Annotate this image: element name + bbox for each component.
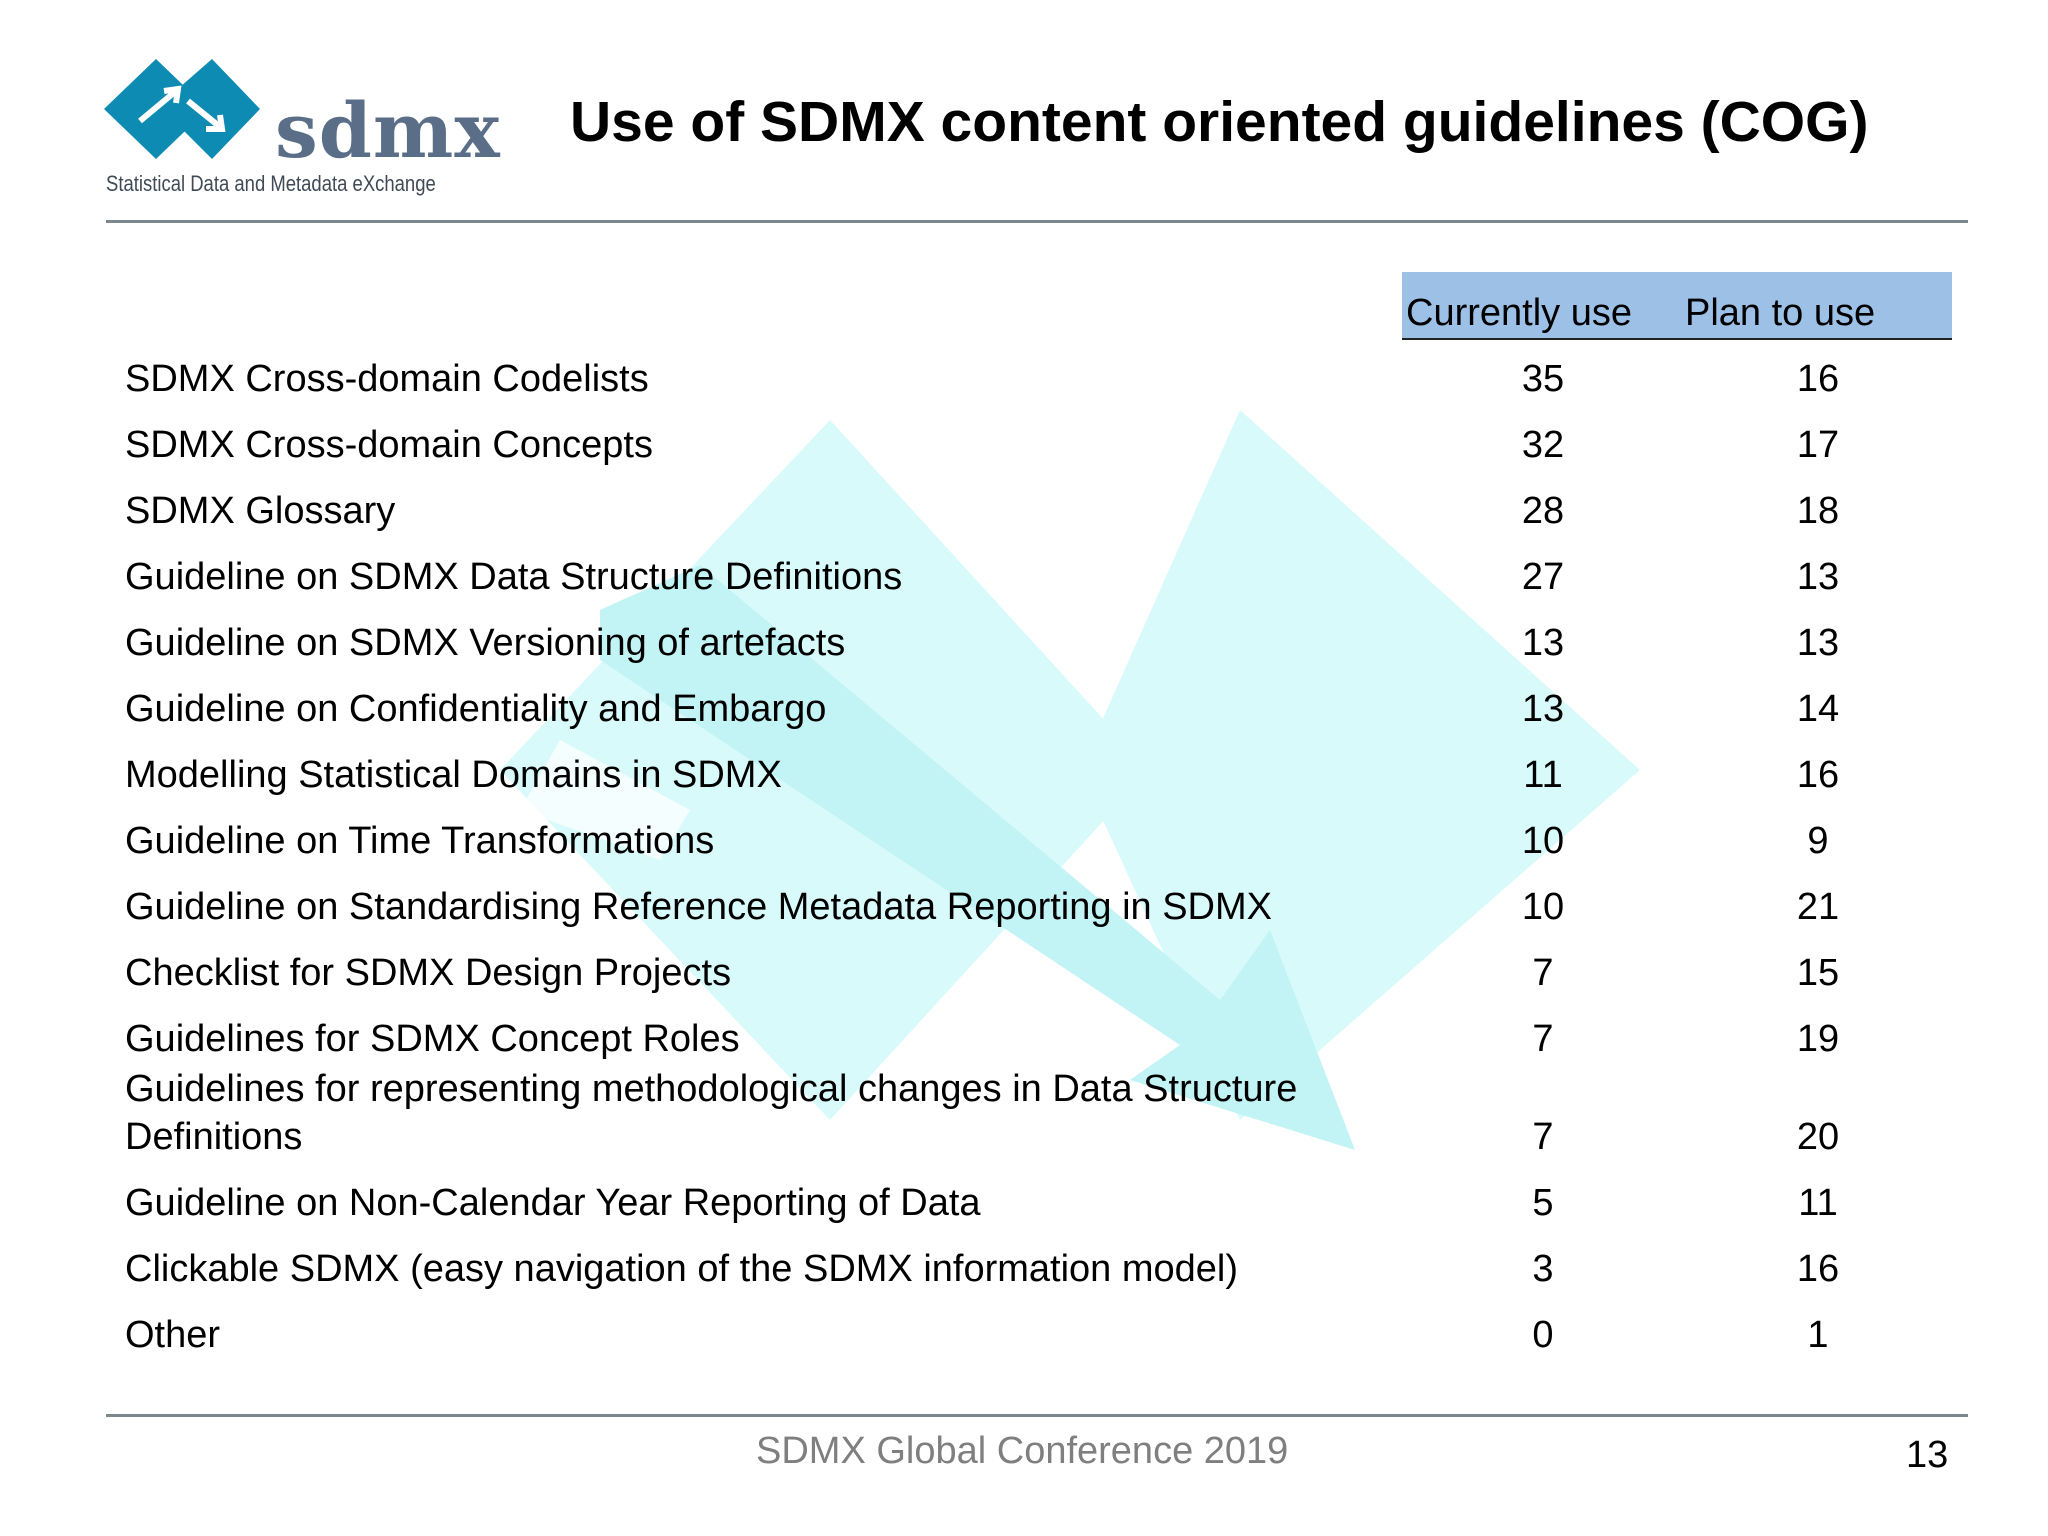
table-row: Guideline on SDMX Data Structure Definit…: [125, 553, 1975, 601]
plan-to-use-value: 17: [1796, 424, 1840, 466]
row-label: Guideline on Standardising Reference Met…: [125, 886, 1272, 928]
table-row: Guideline on Non-Calendar Year Reporting…: [125, 1179, 1975, 1227]
row-label: SDMX Cross-domain Codelists: [125, 358, 649, 400]
row-label-line-1: Guidelines for representing methodologic…: [125, 1068, 1298, 1110]
column-header-currently-use: Currently use: [1406, 292, 1632, 334]
currently-use-value: 35: [1521, 358, 1565, 400]
table-row: Checklist for SDMX Design Projects 7 15: [125, 949, 1975, 997]
plan-to-use-value: 16: [1796, 1248, 1840, 1290]
plan-to-use-value: 19: [1796, 1018, 1840, 1060]
row-label: Guideline on SDMX Data Structure Definit…: [125, 556, 903, 598]
plan-to-use-value: 14: [1796, 688, 1840, 730]
plan-to-use-value: 1: [1807, 1314, 1829, 1356]
footer-conference: SDMX Global Conference 2019: [756, 1430, 1289, 1472]
currently-use-value: 32: [1521, 424, 1565, 466]
table-row: Modelling Statistical Domains in SDMX 11…: [125, 751, 1975, 799]
column-header-plan-to-use: Plan to use: [1685, 292, 1876, 334]
table-header-band: [1402, 272, 1952, 340]
plan-to-use-value: 9: [1807, 820, 1829, 862]
logo-subtitle: Statistical Data and Metadata eXchange: [106, 171, 436, 196]
table-row: Guidelines for SDMX Concept Roles 7 19: [125, 1015, 1975, 1063]
plan-to-use-value: 15: [1796, 952, 1840, 994]
table-row: Guidelines for representing methodologic…: [125, 1065, 1975, 1161]
currently-use-value: 5: [1532, 1182, 1554, 1224]
page-number: 13: [1906, 1434, 1949, 1476]
table-row: Clickable SDMX (easy navigation of the S…: [125, 1245, 1975, 1293]
logo-wordmark: sdmx: [275, 86, 501, 175]
sdmx-logo-diamond-icon: [104, 59, 260, 159]
currently-use-value: 10: [1521, 820, 1565, 862]
currently-use-value: 7: [1532, 1116, 1554, 1158]
table-row: SDMX Cross-domain Concepts 32 17: [125, 421, 1975, 469]
plan-to-use-value: 13: [1796, 556, 1840, 598]
currently-use-value: 28: [1521, 490, 1565, 532]
currently-use-value: 13: [1521, 688, 1565, 730]
plan-to-use-value: 16: [1796, 358, 1840, 400]
row-label-line-2: Definitions: [125, 1116, 303, 1158]
table-row: Other 0 1: [125, 1311, 1975, 1359]
table-row: Guideline on Confidentiality and Embargo…: [125, 685, 1975, 733]
table-row: Guideline on Standardising Reference Met…: [125, 883, 1975, 931]
currently-use-value: 0: [1532, 1314, 1554, 1356]
row-label: Guideline on Time Transformations: [125, 820, 715, 862]
currently-use-value: 10: [1521, 886, 1565, 928]
footer-divider: [106, 1414, 1968, 1417]
plan-to-use-value: 20: [1796, 1116, 1840, 1158]
row-label: Guideline on Confidentiality and Embargo: [125, 688, 827, 730]
plan-to-use-value: 11: [1798, 1182, 1838, 1224]
currently-use-value: 13: [1521, 622, 1565, 664]
table-row: SDMX Cross-domain Codelists 35 16: [125, 355, 1975, 403]
currently-use-value: 7: [1532, 1018, 1554, 1060]
row-label: SDMX Cross-domain Concepts: [125, 424, 653, 466]
row-label: Guideline on Non-Calendar Year Reporting…: [125, 1182, 981, 1224]
header-divider: [106, 220, 1968, 223]
table-row: Guideline on SDMX Versioning of artefact…: [125, 619, 1975, 667]
plan-to-use-value: 18: [1796, 490, 1840, 532]
table-row: Guideline on Time Transformations 10 9: [125, 817, 1975, 865]
sdmx-logo: sdmx Statistical Data and Metadata eXcha…: [100, 55, 500, 205]
currently-use-value: 11: [1523, 754, 1563, 796]
table-row: SDMX Glossary 28 18: [125, 487, 1975, 535]
plan-to-use-value: 16: [1796, 754, 1840, 796]
row-label: Guidelines for representing methodologic…: [125, 1065, 1297, 1161]
row-label: Other: [125, 1314, 221, 1356]
row-label: Checklist for SDMX Design Projects: [125, 952, 732, 994]
currently-use-value: 27: [1521, 556, 1565, 598]
row-label: Guideline on SDMX Versioning of artefact…: [125, 622, 846, 664]
plan-to-use-value: 21: [1796, 886, 1840, 928]
row-label: Modelling Statistical Domains in SDMX: [125, 754, 782, 796]
page-title: Use of SDMX content oriented guidelines …: [570, 90, 1869, 154]
row-label: Clickable SDMX (easy navigation of the S…: [125, 1248, 1239, 1290]
row-label: SDMX Glossary: [125, 490, 396, 532]
plan-to-use-value: 13: [1796, 622, 1840, 664]
currently-use-value: 3: [1532, 1248, 1554, 1290]
currently-use-value: 7: [1532, 952, 1554, 994]
row-label: Guidelines for SDMX Concept Roles: [125, 1018, 740, 1060]
